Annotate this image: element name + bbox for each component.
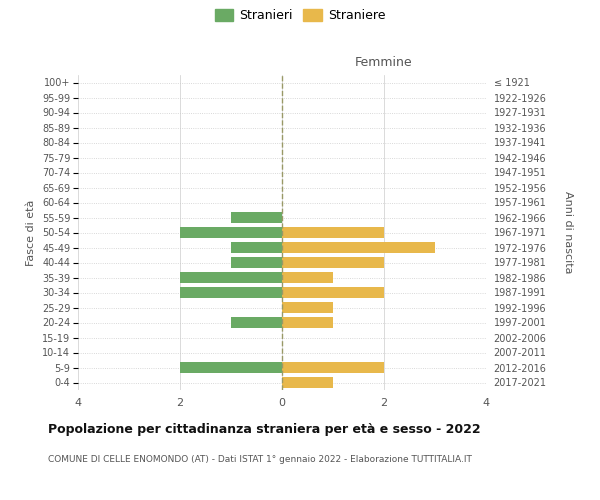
Bar xyxy=(282,287,384,298)
Bar xyxy=(180,227,282,238)
Bar xyxy=(180,287,282,298)
Text: Popolazione per cittadinanza straniera per età e sesso - 2022: Popolazione per cittadinanza straniera p… xyxy=(48,422,481,436)
Bar xyxy=(282,377,333,388)
Bar xyxy=(282,302,333,313)
Bar xyxy=(282,227,384,238)
Text: Femmine: Femmine xyxy=(355,56,413,68)
Bar xyxy=(231,257,282,268)
Bar xyxy=(180,362,282,373)
Bar xyxy=(231,242,282,253)
Text: COMUNE DI CELLE ENOMONDO (AT) - Dati ISTAT 1° gennaio 2022 - Elaborazione TUTTIT: COMUNE DI CELLE ENOMONDO (AT) - Dati IST… xyxy=(48,455,472,464)
Bar xyxy=(231,317,282,328)
Bar xyxy=(282,362,384,373)
Bar xyxy=(282,317,333,328)
Legend: Stranieri, Straniere: Stranieri, Straniere xyxy=(212,6,388,25)
Bar xyxy=(282,242,435,253)
Bar xyxy=(231,212,282,223)
Y-axis label: Anni di nascita: Anni di nascita xyxy=(563,191,574,274)
Y-axis label: Fasce di età: Fasce di età xyxy=(26,200,37,266)
Bar xyxy=(180,272,282,283)
Bar xyxy=(282,257,384,268)
Bar xyxy=(282,272,333,283)
